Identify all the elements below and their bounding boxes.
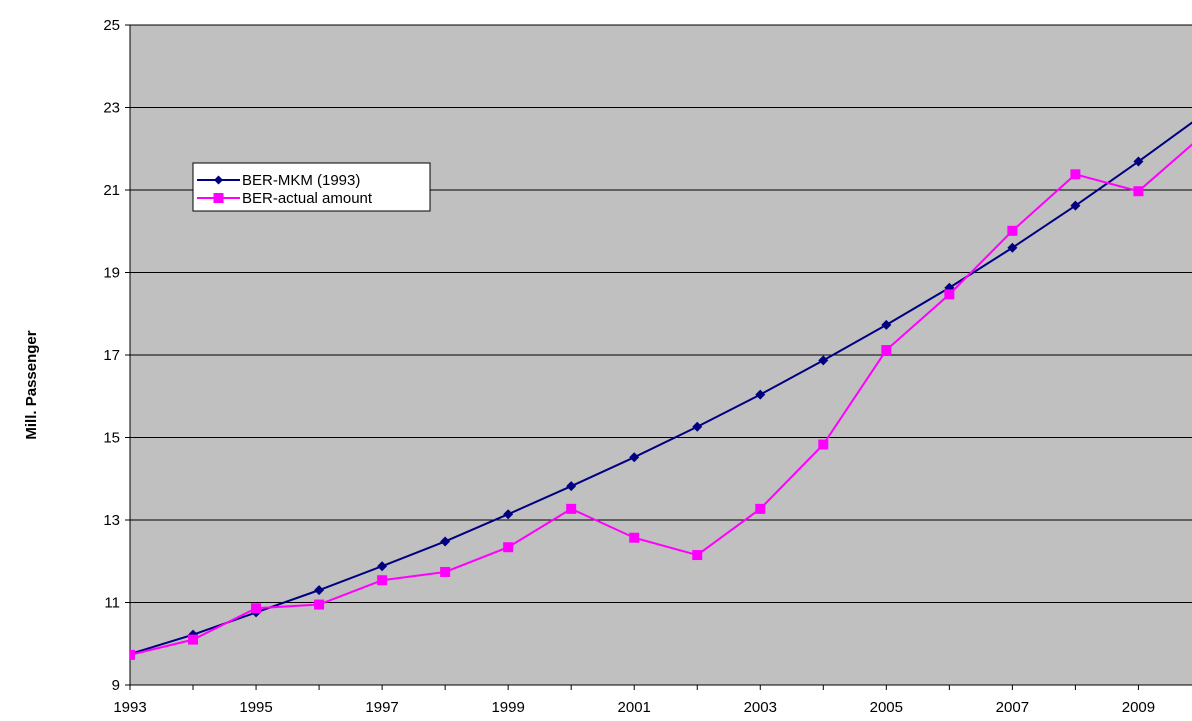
series-1-point-1996 <box>314 599 325 610</box>
x-tick-label-2003: 2003 <box>744 699 777 716</box>
y-tick-label-11: 11 <box>104 595 120 612</box>
series-1-point-2004 <box>818 439 829 450</box>
x-tick-label-1995: 1995 <box>239 699 272 716</box>
legend-marker-mkm <box>214 175 223 185</box>
series-0-point-2008 <box>1070 200 1081 211</box>
series-1-point-2000 <box>566 503 577 514</box>
y-tick-label-13: 13 <box>103 512 120 529</box>
legend: BER-MKM (1993) BER-actual amount <box>192 162 431 212</box>
series-0-point-2004 <box>818 355 829 366</box>
series-0-point-2002 <box>692 421 703 432</box>
series-line-0 <box>130 121 1192 656</box>
series-1-point-1995 <box>251 603 262 614</box>
series-0-point-1997 <box>377 561 388 572</box>
series-1-point-2005 <box>881 345 892 356</box>
series-0-point-1998 <box>440 536 451 547</box>
x-tick-label-1993: 1993 <box>113 699 146 716</box>
series-0-point-2009 <box>1133 156 1144 167</box>
series-1-point-2008 <box>1070 169 1081 180</box>
series-0-point-2003 <box>755 389 766 400</box>
series-1-point-2002 <box>692 550 703 561</box>
x-axis-ticks: 1993 1995 1997 1999 2001 2003 2005 2007 2009 <box>113 685 1155 716</box>
series-1-point-1999 <box>503 542 514 553</box>
legend-label-mkm: BER-MKM (1993) <box>242 172 360 189</box>
series-1-point-1997 <box>377 575 388 586</box>
legend-marker-actual <box>213 193 224 203</box>
x-tick-label-2005: 2005 <box>870 699 903 716</box>
x-tick-label-1997: 1997 <box>365 699 398 716</box>
y-tick-label-25: 25 <box>103 17 120 34</box>
series-0-point-2005 <box>881 319 892 330</box>
series-0-point-2000 <box>566 481 577 492</box>
series-1-point-1994 <box>188 634 199 645</box>
x-tick-label-2009: 2009 <box>1122 699 1155 716</box>
y-tick-label-19: 19 <box>103 265 120 282</box>
series-0-point-2007 <box>1007 242 1018 253</box>
y-axis-ticks: 9 11 13 15 17 19 21 23 25 <box>103 17 130 694</box>
series-1-point-2001 <box>629 532 640 543</box>
y-tick-label-21: 21 <box>103 182 120 199</box>
series-1-point-2006 <box>944 289 955 300</box>
x-tick-label-1999: 1999 <box>491 699 524 716</box>
series-1-point-2009 <box>1133 186 1144 197</box>
y-tick-label-9: 9 <box>112 677 120 694</box>
series-1-point-2007 <box>1007 225 1018 236</box>
y-tick-label-17: 17 <box>103 347 120 364</box>
series-1-point-2003 <box>755 503 766 514</box>
x-tick-label-2007: 2007 <box>996 699 1029 716</box>
series-0-point-1999 <box>503 509 514 520</box>
y-tick-label-15: 15 <box>103 430 120 447</box>
legend-label-actual: BER-actual amount <box>242 190 373 207</box>
gridlines <box>130 24 1192 603</box>
series-1-point-1993 <box>130 649 135 660</box>
x-tick-label-2001: 2001 <box>618 699 651 716</box>
series-0-point-1996 <box>314 585 325 596</box>
series-1-point-1998 <box>440 566 451 577</box>
series-0-point-2001 <box>629 452 640 463</box>
legend-box <box>192 162 431 212</box>
series-line-1 <box>130 143 1192 656</box>
y-axis-label: Mill. Passenger <box>23 330 40 439</box>
series-group <box>130 121 1192 660</box>
y-tick-label-23: 23 <box>103 100 120 117</box>
